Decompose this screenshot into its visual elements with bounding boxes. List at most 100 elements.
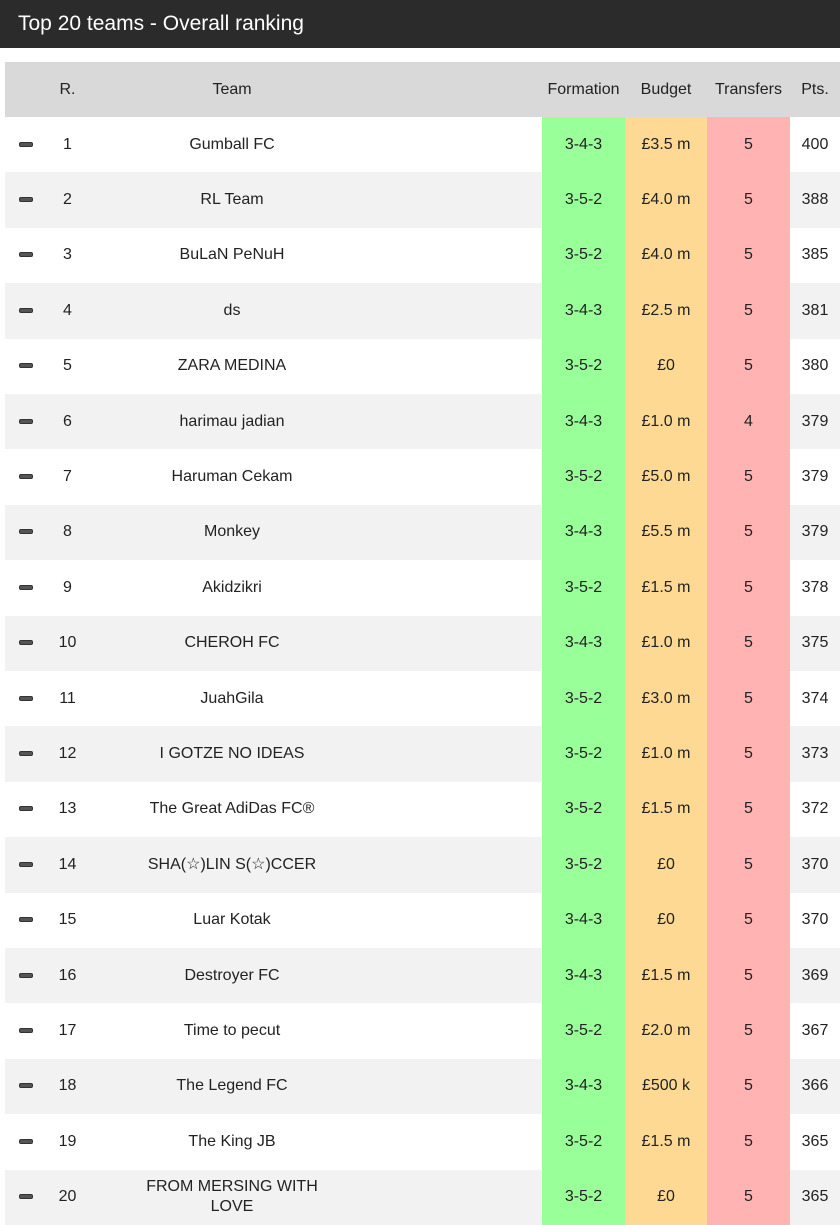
transfers-cell: 5 — [707, 172, 790, 228]
points-cell: 372 — [801, 800, 829, 818]
rank-change-icon — [19, 972, 33, 978]
transfers-cell: 5 — [707, 449, 790, 505]
table-row: 20 FROM MERSING WITH LOVE 3-5-2 £0 5 365 — [5, 1169, 840, 1225]
transfers-cell: 5 — [707, 227, 790, 284]
formation-cell: 3-4-3 — [542, 892, 625, 948]
table-row: 16 Destroyer FC 3-4-3 £1.5 m 5 369 — [5, 948, 840, 1004]
formation-cell: 3-4-3 — [542, 948, 625, 1004]
points-cell: 365 — [801, 1188, 829, 1206]
rank-cell: 17 — [58, 1022, 77, 1040]
rank-change-icon — [19, 584, 33, 590]
team-cell: Akidzikri — [202, 578, 262, 596]
team-cell: Haruman Cekam — [171, 468, 293, 486]
rank-change-icon — [19, 806, 33, 812]
rank-cell: 10 — [58, 634, 77, 652]
formation-cell: 3-5-2 — [542, 560, 625, 616]
formation-cell: 3-4-3 — [542, 394, 625, 450]
budget-cell: £1.5 m — [625, 560, 707, 616]
column-header: Transfers — [715, 80, 782, 98]
rank-cell: 20 — [58, 1188, 77, 1206]
rank-change-icon — [19, 917, 33, 923]
transfers-cell: 5 — [707, 892, 790, 948]
team-cell: SHA(☆)LIN S(☆)CCER — [147, 855, 317, 873]
team-cell: The Great AdiDas FC® — [149, 800, 315, 818]
transfers-cell: 5 — [707, 948, 790, 1004]
table-row: 2 RL Team 3-5-2 £4.0 m 5 388 — [5, 172, 840, 228]
budget-cell: £0 — [625, 1169, 707, 1225]
rank-change-icon — [19, 751, 33, 757]
budget-cell: £3.0 m — [625, 671, 707, 727]
rank-cell: 3 — [63, 246, 72, 264]
team-cell: Luar Kotak — [193, 911, 271, 929]
points-cell: 385 — [801, 246, 829, 264]
team-cell: BuLaN PeNuH — [179, 246, 285, 264]
team-cell: CHEROH FC — [184, 634, 280, 652]
table-row: 10 CHEROH FC 3-4-3 £1.0 m 5 375 — [5, 615, 840, 671]
top-bar: Top 20 teams - Overall ranking — [0, 0, 840, 48]
transfers-cell: 5 — [707, 504, 790, 561]
rank-cell: 6 — [63, 412, 72, 430]
transfers-cell: 4 — [707, 394, 790, 450]
formation-cell: 3-4-3 — [542, 504, 625, 561]
budget-cell: £0 — [625, 892, 707, 948]
rank-cell: 1 — [63, 135, 72, 153]
table-row: 11 JuahGila 3-5-2 £3.0 m 5 374 — [5, 671, 840, 727]
rank-change-icon — [19, 418, 33, 424]
table-row: 13 The Great AdiDas FC® 3-5-2 £1.5 m 5 372 — [5, 781, 840, 838]
rank-change-icon — [19, 640, 33, 646]
formation-cell: 3-5-2 — [542, 1169, 625, 1225]
table-row: 12 I GOTZE NO IDEAS 3-5-2 £1.0 m 5 373 — [5, 726, 840, 782]
team-cell: Monkey — [203, 523, 261, 541]
formation-cell: 3-5-2 — [542, 837, 625, 893]
formation-cell: 3-5-2 — [542, 1003, 625, 1059]
rank-change-icon — [19, 307, 33, 313]
formation-cell: 3-4-3 — [542, 283, 625, 339]
team-cell: The King JB — [188, 1132, 276, 1150]
formation-cell: 3-4-3 — [542, 1058, 625, 1115]
team-cell: Gumball FC — [189, 135, 275, 153]
rank-cell: 16 — [58, 966, 77, 984]
transfers-cell: 5 — [707, 1114, 790, 1170]
points-cell: 365 — [801, 1132, 829, 1150]
team-cell: ds — [223, 301, 241, 319]
points-cell: 378 — [801, 578, 829, 596]
rank-cell: 2 — [63, 191, 72, 209]
budget-cell: £4.0 m — [625, 172, 707, 228]
rank-change-icon — [19, 1028, 33, 1034]
table-row: 1 Gumball FC 3-4-3 £3.5 m 5 400 — [5, 117, 840, 173]
budget-cell: £1.5 m — [625, 1114, 707, 1170]
transfers-cell: 5 — [707, 560, 790, 616]
transfers-cell: 5 — [707, 781, 790, 838]
rank-cell: 12 — [58, 745, 77, 763]
points-cell: 370 — [801, 911, 829, 929]
rank-change-icon — [19, 1194, 33, 1200]
table-row: 8 Monkey 3-4-3 £5.5 m 5 379 — [5, 504, 840, 561]
column-header: Pts. — [801, 80, 829, 98]
page-title: Top 20 teams - Overall ranking — [18, 12, 304, 35]
rank-change-icon — [19, 529, 33, 535]
table-row: 7 Haruman Cekam 3-5-2 £5.0 m 5 379 — [5, 449, 840, 505]
rank-change-icon — [19, 474, 33, 480]
team-cell: harimau jadian — [179, 412, 285, 430]
budget-cell: £4.0 m — [625, 227, 707, 284]
team-cell: Destroyer FC — [184, 966, 280, 984]
table-row: 19 The King JB 3-5-2 £1.5 m 5 365 — [5, 1114, 840, 1170]
ranking-table: R. Team Formation Budget Transfers Pts. 1 Gumba… — [5, 62, 840, 1225]
transfers-cell: 5 — [707, 117, 790, 173]
header-row: R. Team Formation Budget Transfers Pts. — [5, 62, 840, 117]
column-header: Budget — [640, 80, 692, 98]
formation-cell: 3-5-2 — [542, 227, 625, 284]
budget-cell: £2.0 m — [625, 1003, 707, 1059]
transfers-cell: 5 — [707, 283, 790, 339]
rank-change-icon — [19, 197, 33, 203]
transfers-cell: 5 — [707, 671, 790, 727]
rank-cell: 19 — [58, 1132, 77, 1150]
table-row: 6 harimau jadian 3-4-3 £1.0 m 4 379 — [5, 394, 840, 450]
points-cell: 366 — [801, 1077, 829, 1095]
points-cell: 379 — [801, 468, 829, 486]
budget-cell: £1.5 m — [625, 948, 707, 1004]
rank-change-icon — [19, 141, 33, 147]
team-cell: RL Team — [200, 191, 264, 209]
budget-cell: £5.5 m — [625, 504, 707, 561]
